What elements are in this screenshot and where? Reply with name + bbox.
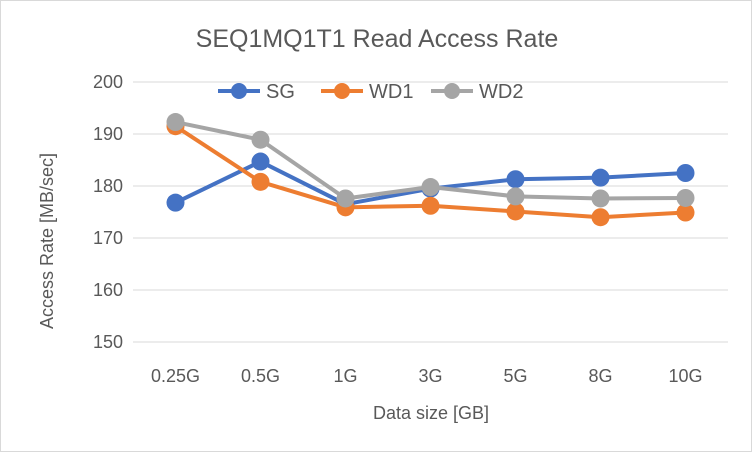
data-point-wd2 [421,178,440,197]
legend-label: WD1 [369,81,413,103]
y-tick-label: 200 [93,72,123,92]
data-point-wd1 [591,208,610,227]
data-point-wd2 [591,189,610,208]
series-layer [166,113,695,227]
y-tick-label: 190 [93,124,123,144]
data-point-sg [676,164,695,182]
data-point-wd1 [676,203,695,222]
x-tick-label: 5G [503,366,527,386]
data-point-sg [166,193,185,212]
x-tick-label: 0.25G [151,366,200,386]
x-tick-label: 8G [588,366,612,386]
data-point-wd2 [336,189,355,208]
series-wd2 [166,113,695,208]
legend-label: SG [266,81,295,103]
data-point-wd2 [166,113,185,132]
x-tick-label: 10G [668,366,702,386]
data-point-wd2 [506,187,525,206]
y-axis-title: Access Rate [MB/sec] [37,153,57,329]
data-point-wd2 [251,130,270,149]
legend-label: WD2 [479,81,523,103]
chart-title: SEQ1MQ1T1 Read Access Rate [196,25,559,53]
x-axis-title: Data size [GB] [373,403,489,423]
y-tick-label: 180 [93,176,123,196]
y-tick-label: 160 [93,280,123,300]
legend-marker [334,83,350,99]
y-tick-label: 150 [93,332,123,352]
data-point-wd1 [506,202,525,221]
data-point-sg [251,152,270,171]
y-tick-label: 170 [93,228,123,248]
legend-item-wd1: WD1 [321,81,413,103]
x-tick-label: 1G [333,366,357,386]
legend-item-wd2: WD2 [431,81,523,103]
legend-marker [231,83,247,99]
legend: SG WD1 WD2 [218,81,523,103]
data-point-wd2 [676,188,695,207]
data-point-sg [591,168,610,187]
data-point-wd1 [421,196,440,215]
x-tick-label: 3G [418,366,442,386]
legend-item-sg: SG [218,81,295,103]
x-tick-label: 0.5G [241,366,280,386]
axes: 150 160 170 180 190 200 0.25G 0.5G 1G 3G 5G 8G 10G [93,72,703,386]
series-wd1 [166,117,695,227]
data-point-wd1 [251,172,270,191]
data-point-sg [506,170,525,189]
legend-marker [444,83,460,99]
